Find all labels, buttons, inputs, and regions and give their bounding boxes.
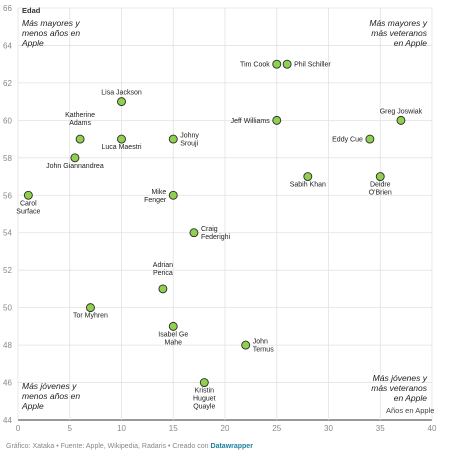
- x-tick-labels: 0 5 10 15 20 25 30 35 40: [16, 424, 437, 433]
- y-tick-label: 54: [3, 229, 12, 238]
- point-label: Craig Federighi: [201, 226, 231, 241]
- point-label: Kristin Huguet Quayle: [193, 388, 216, 411]
- x-tick-label: 15: [169, 424, 178, 433]
- scatter-chart: 44 46 48 50 52 54 56 58 60 62 64 66 0 5 10 15 20 25 30 35 4…: [3, 4, 437, 433]
- data-point: [241, 340, 251, 350]
- x-axis-label: Años en Apple: [386, 406, 435, 415]
- annotation-top-right: Más mayores y más veteranos en Apple: [369, 18, 427, 48]
- data-points: [23, 59, 406, 387]
- x-tick-label: 10: [117, 424, 126, 433]
- annotation-top-left: Más mayores y menos años en Apple: [22, 18, 81, 48]
- data-point: [282, 59, 292, 69]
- footer-credits: Gráfico: Xataka • Fuente: Apple, Wikiped…: [6, 443, 211, 450]
- x-tick-label: 5: [68, 424, 73, 433]
- point-label: Johny Srouji: [180, 133, 199, 148]
- data-point: [303, 172, 313, 181]
- y-tick-label: 64: [3, 41, 12, 50]
- data-point: [168, 321, 178, 331]
- y-tick-label: 46: [3, 379, 12, 388]
- point-label: Deidre O'Brien: [369, 182, 392, 197]
- point-label: Lisa Jackson: [101, 90, 142, 97]
- data-point: [272, 59, 282, 69]
- data-point: [70, 153, 80, 163]
- data-point: [375, 172, 385, 181]
- annotation-bottom-left: Más jóvenes y menos años en Apple: [22, 381, 81, 411]
- datawrapper-link[interactable]: Datawrapper: [210, 443, 253, 450]
- y-tick-label: 52: [3, 266, 12, 275]
- data-point: [168, 134, 178, 144]
- point-label: Sabih Khan: [290, 182, 326, 189]
- y-axis-label: Edad: [22, 6, 41, 15]
- point-label: Adrian Perica: [153, 262, 173, 277]
- y-tick-label: 66: [3, 4, 12, 13]
- y-tick-label: 60: [3, 116, 12, 125]
- data-point: [168, 190, 178, 200]
- point-label: Phil Schiller: [294, 62, 331, 69]
- data-point: [189, 228, 199, 238]
- y-tick-label: 62: [3, 79, 12, 88]
- y-tick-label: 56: [3, 191, 12, 200]
- point-label: Isabel Ge Mahe: [158, 331, 188, 346]
- point-label: Tor Myhren: [73, 313, 108, 320]
- annotation-bottom-right: Más jóvenes y más veteranos en Apple: [371, 373, 427, 403]
- point-label: Eddy Cue: [332, 137, 363, 144]
- x-tick-label: 35: [376, 424, 385, 433]
- data-point: [365, 134, 375, 144]
- point-label: Greg Joswiak: [380, 108, 423, 115]
- point-label: Carol Surface: [16, 200, 40, 215]
- point-label: Luca Maestri: [101, 144, 142, 151]
- data-point: [199, 378, 209, 387]
- data-point: [23, 190, 33, 200]
- grid-lines: [17, 7, 433, 421]
- data-point: [272, 115, 282, 125]
- x-tick-label: 0: [16, 424, 21, 433]
- point-label: Tim Cook: [240, 62, 270, 69]
- point-labels: Carol Surface John Giannandrea Katherine Ada…: [16, 62, 422, 411]
- chart-footer: Gráfico: Xataka • Fuente: Apple, Wikiped…: [6, 443, 253, 450]
- data-point: [75, 134, 85, 144]
- data-point: [158, 284, 168, 294]
- point-label: Jeff Williams: [231, 118, 271, 125]
- data-point: [117, 134, 126, 144]
- y-tick-label: 50: [3, 304, 12, 313]
- x-tick-label: 30: [324, 424, 333, 433]
- point-label: Katherine Adams: [65, 112, 95, 127]
- x-tick-label: 25: [272, 424, 281, 433]
- data-point: [117, 97, 126, 107]
- point-label: John Giannandrea: [46, 163, 104, 170]
- y-tick-label: 48: [3, 341, 12, 350]
- point-label: John Ternus: [253, 339, 275, 354]
- y-tick-label: 58: [3, 154, 12, 163]
- x-tick-label: 20: [221, 424, 230, 433]
- y-tick-labels: 44 46 48 50 52 54 56 58 60 62 64 66: [3, 4, 12, 425]
- y-tick-label: 44: [3, 416, 12, 425]
- point-label: Mike Fenger: [144, 189, 167, 204]
- x-tick-label: 40: [428, 424, 437, 433]
- data-point: [396, 115, 406, 125]
- data-point: [85, 303, 95, 313]
